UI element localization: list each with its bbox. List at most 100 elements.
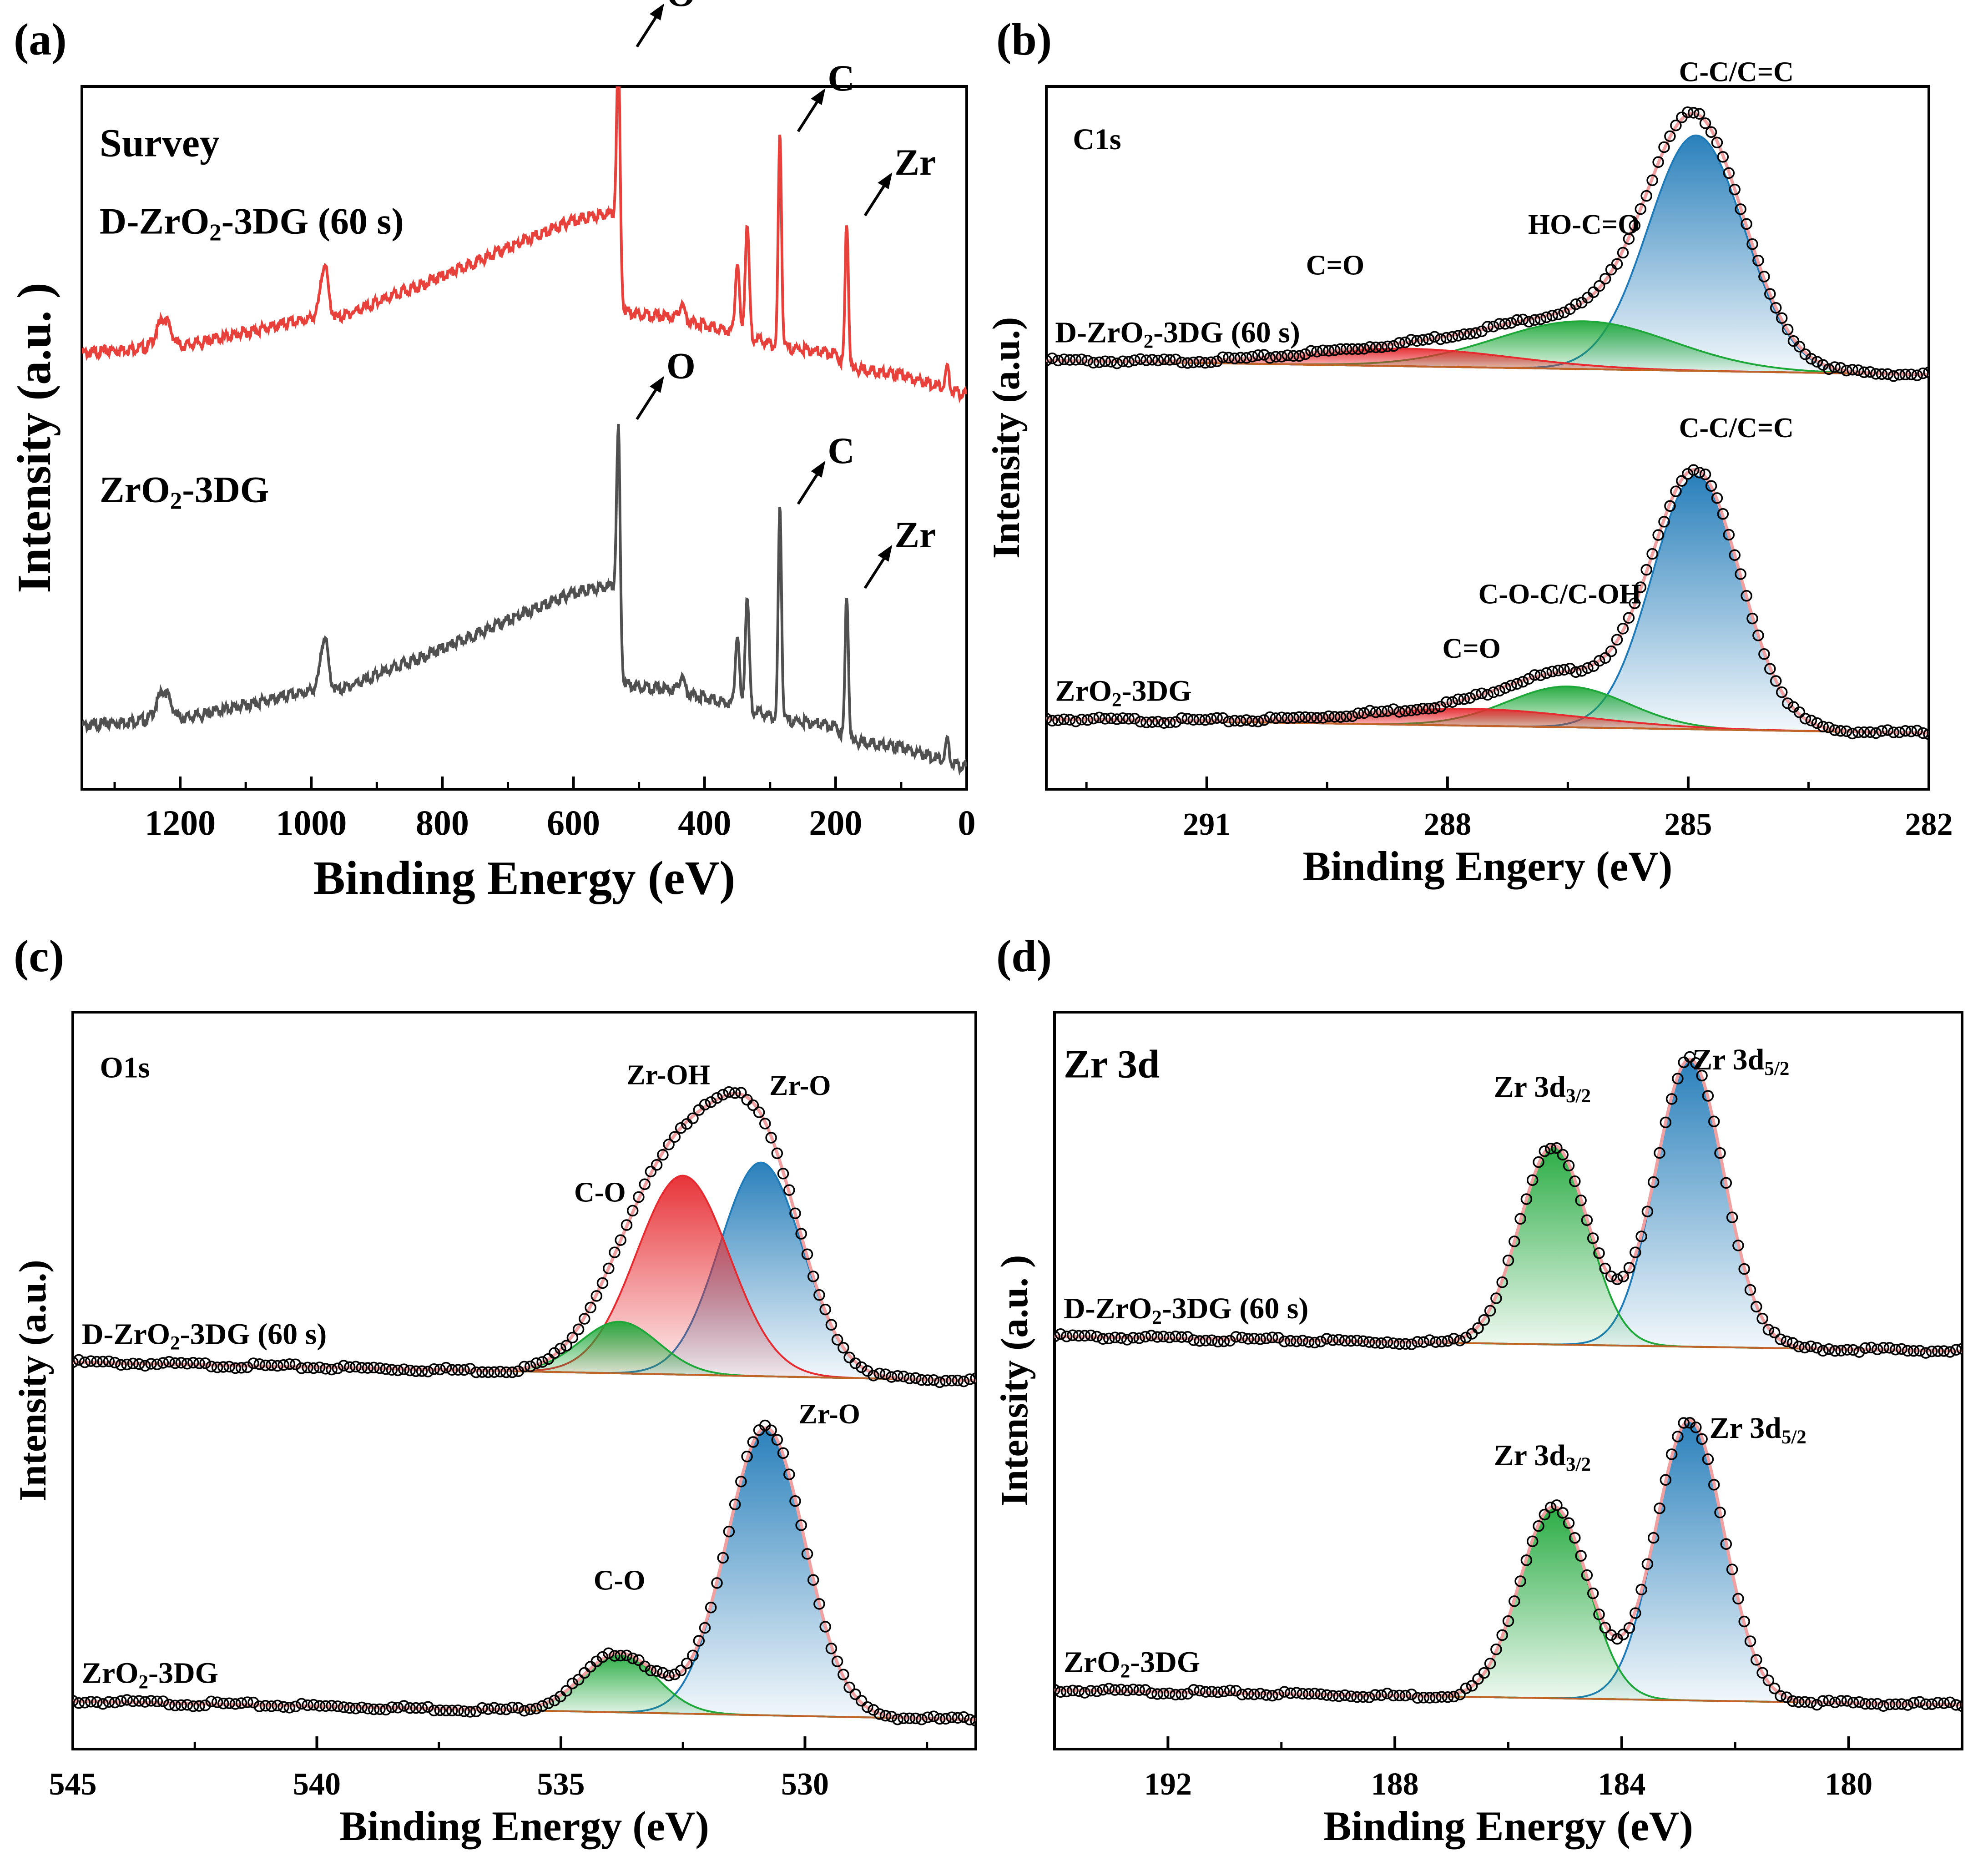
data-marker xyxy=(1539,1145,1551,1157)
data-marker xyxy=(1140,716,1152,728)
data-marker xyxy=(1448,1690,1460,1703)
data-marker xyxy=(1129,712,1140,725)
data-marker xyxy=(1151,1688,1163,1700)
data-marker xyxy=(1511,678,1523,690)
data-marker xyxy=(1630,1246,1641,1258)
data-marker xyxy=(1339,1335,1351,1347)
data-marker xyxy=(392,1702,404,1714)
data-marker xyxy=(1629,597,1641,609)
data-marker xyxy=(536,1356,548,1368)
data-marker xyxy=(1240,714,1252,726)
data-marker xyxy=(1811,1341,1823,1354)
data-marker xyxy=(428,1363,440,1375)
data-marker xyxy=(1647,1176,1660,1188)
data-marker xyxy=(476,1366,488,1378)
data-marker xyxy=(1211,712,1223,724)
data-marker xyxy=(133,1695,145,1707)
series-0 xyxy=(1055,1051,1962,1359)
data-marker xyxy=(873,1708,886,1720)
data-marker xyxy=(1357,1335,1369,1347)
data-marker xyxy=(380,1704,392,1716)
data-marker xyxy=(1593,1247,1605,1259)
data-marker xyxy=(308,1362,320,1374)
data-marker xyxy=(175,1699,187,1711)
data-marker xyxy=(332,1362,344,1374)
data-marker xyxy=(831,1334,843,1346)
data-marker xyxy=(1287,350,1299,362)
data-marker xyxy=(464,1706,476,1718)
annotation-arrow xyxy=(636,386,659,420)
data-marker xyxy=(1121,1334,1133,1346)
data-marker xyxy=(356,1701,368,1714)
data-marker xyxy=(1446,331,1458,343)
data-marker xyxy=(1176,1688,1188,1700)
data-marker xyxy=(1370,341,1382,353)
data-marker xyxy=(603,1262,615,1275)
data-marker xyxy=(1358,707,1370,719)
data-marker xyxy=(1297,1688,1309,1700)
data-marker xyxy=(193,1357,205,1369)
data-marker xyxy=(1235,352,1246,364)
data-marker xyxy=(422,1366,434,1377)
data-marker xyxy=(1399,1689,1412,1702)
annotation-arrowhead xyxy=(878,172,893,189)
component-label: Zr 3d3/2 xyxy=(1494,1070,1591,1107)
data-marker xyxy=(1423,333,1435,345)
data-marker xyxy=(657,1667,669,1679)
data-marker xyxy=(1944,1346,1956,1358)
data-marker xyxy=(1287,712,1299,724)
data-marker xyxy=(1887,726,1900,738)
data-marker xyxy=(1442,1335,1454,1347)
data-marker xyxy=(1811,356,1823,368)
data-marker xyxy=(1302,1688,1315,1700)
data-marker xyxy=(97,1698,109,1710)
data-marker xyxy=(1529,669,1541,681)
data-marker xyxy=(1170,353,1182,365)
component-label: Zr-O xyxy=(769,1070,831,1101)
data-marker xyxy=(1334,343,1347,355)
survey-line xyxy=(82,86,967,403)
data-marker xyxy=(729,1498,741,1510)
data-marker xyxy=(356,1362,368,1374)
data-marker xyxy=(1762,1674,1775,1686)
data-marker xyxy=(73,1356,79,1368)
data-marker xyxy=(1517,676,1529,688)
component-label-main: Zr 3d xyxy=(1692,1043,1764,1076)
data-marker xyxy=(1829,1696,1841,1709)
data-marker xyxy=(1923,366,1929,378)
data-marker xyxy=(1278,1686,1291,1698)
data-marker xyxy=(1181,713,1194,725)
data-marker xyxy=(265,1359,278,1371)
data-marker xyxy=(1417,334,1429,346)
data-marker xyxy=(813,1289,825,1301)
data-marker xyxy=(1460,1682,1472,1694)
data-marker xyxy=(1052,354,1064,367)
data-marker xyxy=(1327,1334,1339,1346)
data-marker xyxy=(1646,174,1658,187)
data-marker xyxy=(235,1362,247,1374)
data-marker xyxy=(1157,1331,1170,1342)
data-marker xyxy=(1911,369,1923,381)
background-line xyxy=(1046,359,1929,376)
data-marker xyxy=(1687,107,1700,119)
data-marker xyxy=(1200,1335,1212,1346)
data-marker xyxy=(1351,1691,1363,1703)
annotation-arrowhead xyxy=(649,376,664,393)
data-marker xyxy=(1893,368,1906,381)
data-marker xyxy=(452,1705,464,1716)
data-marker xyxy=(1299,711,1311,723)
data-marker xyxy=(1423,1692,1436,1704)
data-marker xyxy=(1254,1333,1266,1345)
data-marker xyxy=(109,1696,121,1709)
data-marker xyxy=(1593,1609,1605,1620)
data-marker xyxy=(1093,356,1105,368)
data-marker xyxy=(1218,1685,1230,1697)
x-tick-label: 600 xyxy=(547,803,600,842)
component-label: Zr 3d5/2 xyxy=(1692,1043,1789,1079)
data-marker xyxy=(1735,203,1746,215)
data-marker xyxy=(1064,714,1076,726)
data-marker xyxy=(1436,1336,1448,1347)
data-marker xyxy=(801,1248,813,1260)
data-marker xyxy=(771,1434,783,1446)
data-marker xyxy=(1055,1328,1067,1340)
